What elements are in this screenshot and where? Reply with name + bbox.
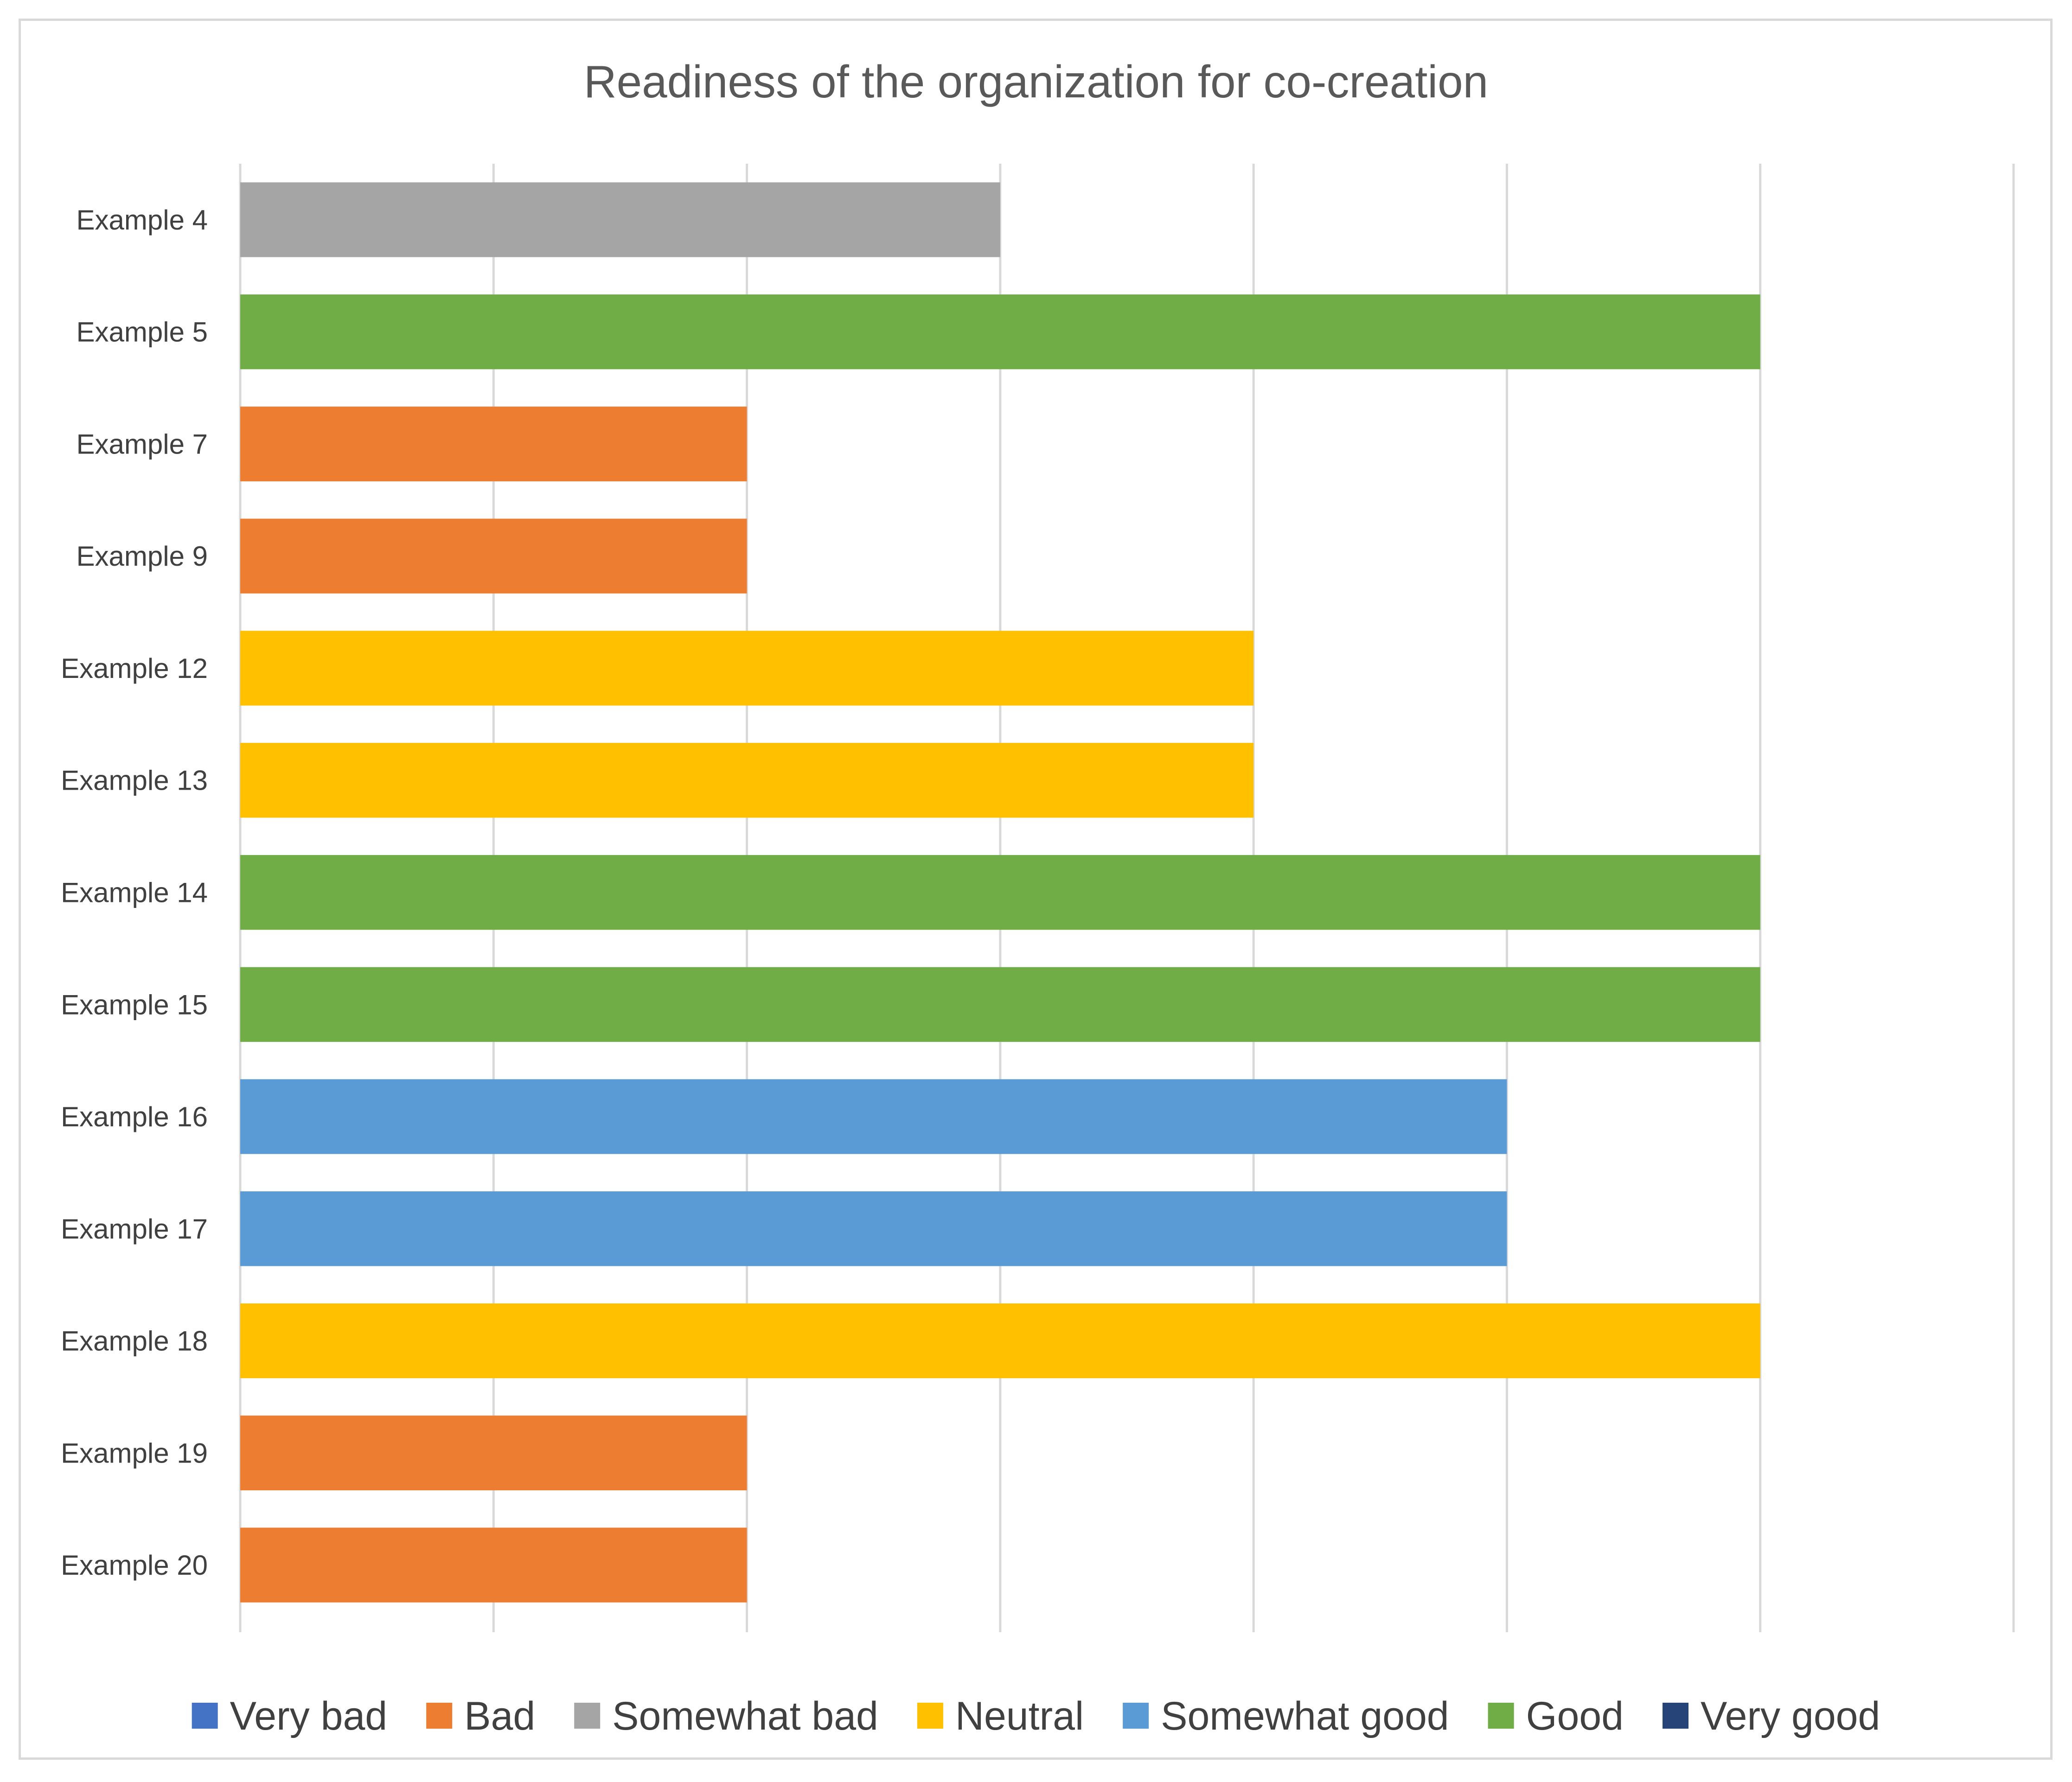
category-label: Example 20	[61, 1550, 208, 1581]
legend-label: Very good	[1701, 1694, 1880, 1738]
category-label: Example 16	[61, 1101, 208, 1132]
legend-label: Somewhat good	[1161, 1694, 1449, 1738]
legend-label: Very bad	[230, 1694, 387, 1738]
bar-example-4	[240, 182, 1000, 257]
bar-example-14	[240, 855, 1760, 930]
category-label: Example 5	[77, 317, 208, 348]
legend-swatch	[1123, 1703, 1149, 1729]
bar-example-7	[240, 406, 747, 482]
legend-label: Somewhat bad	[612, 1694, 878, 1738]
category-label: Example 17	[61, 1214, 208, 1245]
bar-example-9	[240, 518, 747, 594]
category-label: Example 19	[61, 1437, 208, 1469]
bar-example-19	[240, 1415, 747, 1490]
legend-label: Neutral	[955, 1694, 1084, 1738]
legend-item-bad: Bad	[426, 1694, 535, 1738]
legend-item-neutral: Neutral	[917, 1694, 1084, 1738]
legend-swatch	[917, 1703, 943, 1729]
bar-example-12	[240, 631, 1254, 706]
legend-swatch	[192, 1703, 218, 1729]
bars	[240, 182, 1760, 1603]
chart-title: Readiness of the organization for co-cre…	[584, 56, 1488, 107]
legend-item-very-bad: Very bad	[192, 1694, 387, 1738]
legend-swatch	[574, 1703, 601, 1729]
bar-example-13	[240, 743, 1254, 818]
legend: Very bad Bad Somewhat bad Neutral Somewhat g…	[192, 1694, 1880, 1738]
category-label: Example 7	[77, 428, 208, 460]
category-label: Example 14	[61, 877, 208, 908]
legend-label: Bad	[464, 1694, 535, 1738]
legend-item-very-good: Very good	[1663, 1694, 1880, 1738]
legend-item-somewhat-bad: Somewhat bad	[574, 1694, 878, 1738]
legend-swatch	[1663, 1703, 1689, 1729]
bar-example-16	[240, 1079, 1507, 1154]
legend-swatch	[1488, 1703, 1514, 1729]
category-label: Example 13	[61, 765, 208, 796]
category-label: Example 15	[61, 989, 208, 1020]
category-label: Example 9	[77, 541, 208, 572]
bar-example-5	[240, 294, 1760, 370]
bar-example-15	[240, 967, 1760, 1042]
bar-example-18	[240, 1303, 1760, 1379]
legend-swatch	[426, 1703, 453, 1729]
category-labels: Example 4 Example 5 Example 7 Example 9 Exam…	[61, 204, 208, 1581]
legend-item-good: Good	[1488, 1694, 1624, 1738]
bar-example-20	[240, 1527, 747, 1603]
bar-example-17	[240, 1191, 1507, 1266]
category-label: Example 12	[61, 653, 208, 684]
legend-label: Good	[1526, 1694, 1624, 1738]
legend-item-somewhat-good: Somewhat good	[1123, 1694, 1449, 1738]
category-label: Example 4	[77, 204, 208, 236]
category-label: Example 18	[61, 1326, 208, 1357]
